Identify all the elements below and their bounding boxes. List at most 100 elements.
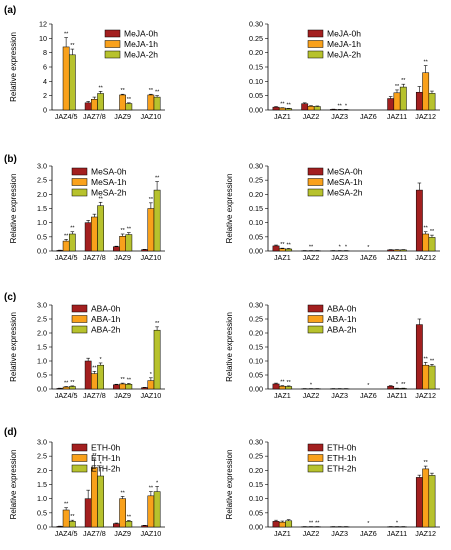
significance-mark: ** xyxy=(309,521,314,527)
significance-mark: * xyxy=(396,382,399,388)
significance-mark: ** xyxy=(424,460,429,466)
significance-mark: * xyxy=(345,245,348,251)
bar xyxy=(91,99,98,111)
chart-c-left: 0.0 0.5 1.0 1.5 2.0 2.5 3.0 Relative expression… xyxy=(9,301,165,400)
legend-label: MeSA-0h xyxy=(327,167,363,177)
y-tick-label: 0.15 xyxy=(249,63,263,72)
x-tick-label: JAZ4/5 xyxy=(55,391,78,400)
bar xyxy=(285,108,293,111)
legend-label: MeSA-1h xyxy=(327,177,363,187)
significance-mark: * xyxy=(156,480,159,486)
significance-mark: ** xyxy=(286,102,291,108)
legend-label: ABA-2h xyxy=(327,325,357,335)
y-tick-label: 12 xyxy=(39,20,47,29)
bar xyxy=(141,525,149,528)
bar xyxy=(97,364,104,390)
significance-mark: * xyxy=(310,383,313,389)
x-tick-label: JAZ12 xyxy=(415,529,436,538)
x-tick-label: JAZ6 xyxy=(360,529,377,538)
x-tick-label: JAZ4/5 xyxy=(55,112,78,121)
bar xyxy=(113,246,120,252)
legend-label: MeJA-2h xyxy=(327,50,361,60)
x-tick-label: JAZ3 xyxy=(331,391,348,400)
bar xyxy=(393,249,401,252)
x-tick-label: JAZ10 xyxy=(140,391,161,400)
y-tick-label: 0.05 xyxy=(249,508,263,517)
bar xyxy=(272,245,280,252)
bar xyxy=(147,380,155,390)
significance-mark: * xyxy=(100,357,103,363)
significance-mark: ** xyxy=(309,245,314,251)
legend-swatch xyxy=(307,50,324,59)
bar xyxy=(301,103,309,111)
legend-label: MeSA-0h xyxy=(91,167,127,177)
y-tick-label: 1.5 xyxy=(37,204,47,213)
significance-mark: * xyxy=(367,383,370,389)
bar xyxy=(329,109,337,111)
y-tick-label: 3.0 xyxy=(37,301,47,310)
significance-mark: ** xyxy=(64,233,69,239)
x-tick-label: JAZ2 xyxy=(303,391,320,400)
legend-label: MeSA-1h xyxy=(91,177,127,187)
x-tick-label: JAZ1 xyxy=(274,253,291,262)
x-tick-label: JAZ10 xyxy=(140,253,161,262)
bar xyxy=(62,240,70,252)
y-tick-label: 0.30 xyxy=(249,20,263,29)
x-tick-label: JAZ9 xyxy=(114,112,131,121)
significance-mark: ** xyxy=(155,90,160,96)
x-tick-label: JAZ9 xyxy=(114,391,131,400)
significance-mark: ** xyxy=(424,226,429,232)
x-tick-label: JAZ9 xyxy=(114,253,131,262)
y-tick-label: 1.0 xyxy=(37,218,47,227)
bar xyxy=(56,526,64,528)
legend-swatch xyxy=(104,29,121,38)
legend-swatch xyxy=(307,29,324,38)
bar xyxy=(285,520,293,528)
significance-mark: * xyxy=(345,103,348,109)
bar xyxy=(393,388,401,390)
significance-mark: ** xyxy=(424,356,429,362)
y-tick-label: 0.20 xyxy=(249,329,263,338)
y-tick-label: 0.00 xyxy=(249,247,263,256)
significance-mark: ** xyxy=(155,321,160,327)
x-tick-label: JAZ12 xyxy=(415,112,436,121)
bar xyxy=(415,189,423,252)
legend-swatch xyxy=(307,464,324,473)
significance-mark: ** xyxy=(70,514,75,520)
significance-mark: ** xyxy=(127,514,132,520)
x-tick-label: JAZ11 xyxy=(387,391,407,400)
significance-mark: ** xyxy=(286,242,291,248)
bar xyxy=(272,383,280,390)
bar xyxy=(278,521,286,528)
significance-mark: ** xyxy=(70,226,75,232)
legend-swatch xyxy=(71,454,88,462)
significance-mark: * xyxy=(150,372,153,378)
bar xyxy=(119,94,126,111)
legend-label: ETH-2h xyxy=(91,464,121,474)
bar xyxy=(68,233,76,252)
y-tick-label: 2 xyxy=(43,91,47,100)
significance-mark: ** xyxy=(70,43,75,49)
bar xyxy=(68,54,76,111)
x-tick-label: JAZ3 xyxy=(331,253,348,262)
significance-mark: ** xyxy=(127,227,132,233)
legend-label: ABA-1h xyxy=(327,314,357,324)
significance-mark: ** xyxy=(155,176,160,182)
significance-mark: ** xyxy=(338,103,343,109)
legend-label: ABA-2h xyxy=(91,325,121,335)
bar xyxy=(307,106,315,111)
bar xyxy=(422,72,430,111)
significance-mark: ** xyxy=(424,60,429,66)
legend-swatch xyxy=(307,304,324,313)
legend-swatch xyxy=(71,188,88,197)
bar xyxy=(285,248,293,252)
y-tick-label: 1.5 xyxy=(37,480,47,489)
y-tick-label: 0.30 xyxy=(249,301,263,310)
bar xyxy=(84,498,92,528)
bar xyxy=(84,360,92,390)
y-tick-label: 8 xyxy=(43,48,47,57)
legend-swatch xyxy=(307,178,324,186)
y-tick-label: 0.05 xyxy=(249,232,263,241)
bar xyxy=(313,106,321,111)
